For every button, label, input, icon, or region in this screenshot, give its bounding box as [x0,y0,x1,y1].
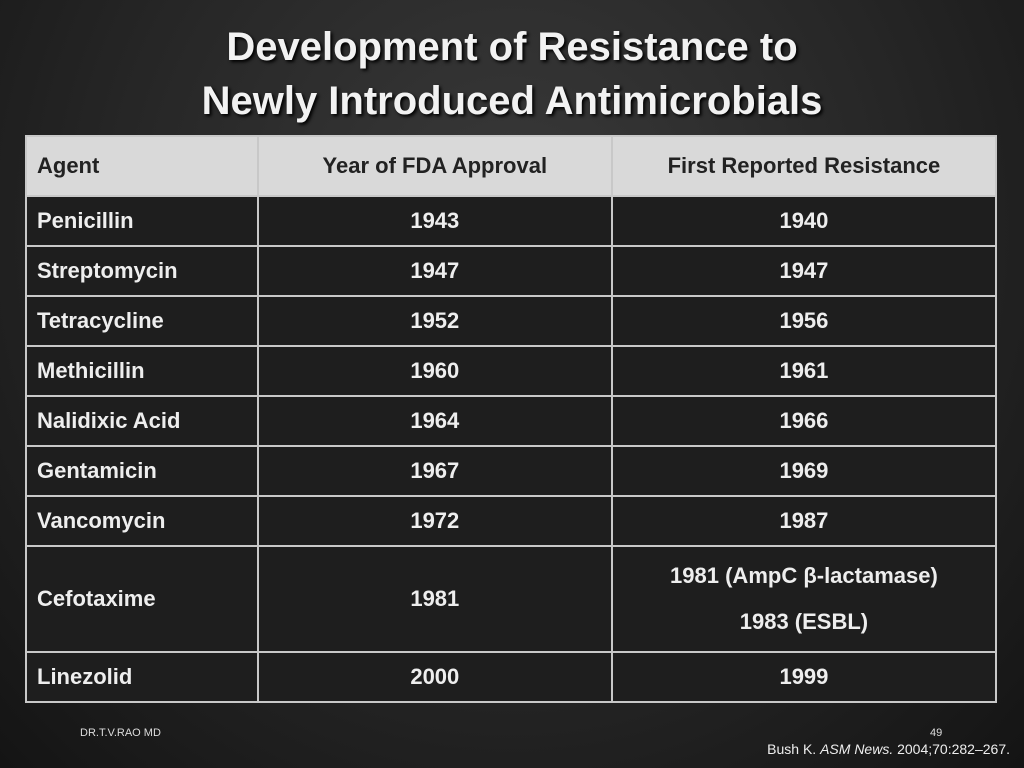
cell: 1947 [610,245,998,297]
title-line: Newly Introduced Antimicrobials [201,79,823,123]
row: Streptomycin 1947 1947 [25,245,998,297]
cell: Penicillin [25,195,259,247]
cell: 1999 [610,651,998,703]
cell: Cefotaxime [25,545,259,653]
title: Development of Resistance to Newly Intro… [0,20,1024,128]
cell: 1960 [256,345,613,397]
row: Nalidixic Acid 1964 1966 [25,395,998,447]
citation: Bush K. ASM News. 2004;70:282–267. [767,741,1010,757]
cite-journal: ASM News. [820,741,894,757]
row: Cefotaxime 1981 1981 (AmpC β-lactamase) 198… [25,545,998,653]
row: Methicillin 1960 1961 [25,345,998,397]
cell: 1987 [610,495,998,547]
row: Gentamicin 1967 1969 [25,445,998,497]
cell: Linezolid [25,651,259,703]
cell: 1961 [610,345,998,397]
cell: 1956 [610,295,998,347]
author: DR.T.V.RAO MD [80,727,161,739]
cell: 1964 [256,395,613,447]
page-number: 49 [930,727,943,739]
cell-line: 1983 (ESBL) [739,609,869,634]
header-cell: Agent [25,135,259,197]
cell: 1981 [256,545,613,653]
cite-author: Bush K. [767,741,817,757]
cell: Gentamicin [25,445,259,497]
cell: Nalidixic Acid [25,395,259,447]
row: Tetracycline 1952 1956 [25,295,998,347]
cell: 1972 [256,495,613,547]
cell: Tetracycline [25,295,259,347]
cell: Streptomycin [25,245,259,297]
cell: 1967 [256,445,613,497]
cell-line: 1981 (AmpC β-lactamase) [670,563,938,588]
header-row: Agent Year of FDA Approval First Reported … [25,135,998,197]
header-cell: Year of FDA Approval [256,135,613,197]
cell: 2000 [256,651,613,703]
cell: Vancomycin [25,495,259,547]
cell: 1966 [610,395,998,447]
cell: 1940 [610,195,998,247]
cell: Methicillin [25,345,259,397]
cell: 1981 (AmpC β-lactamase) 1983 (ESBL) [610,545,998,653]
row: Linezolid 2000 1999 [25,651,998,703]
cell: 1969 [610,445,998,497]
cell: 1943 [256,195,613,247]
cell: 1952 [256,295,613,347]
header-cell: First Reported Resistance [610,135,998,197]
row: Vancomycin 1972 1987 [25,495,998,547]
table: Agent Year of FDA Approval First Reported … [25,135,998,703]
cite-details: 2004;70:282–267. [897,741,1010,757]
row: Penicillin 1943 1940 [25,195,998,247]
cell: 1947 [256,245,613,297]
title-line: Development of Resistance to [226,25,798,69]
